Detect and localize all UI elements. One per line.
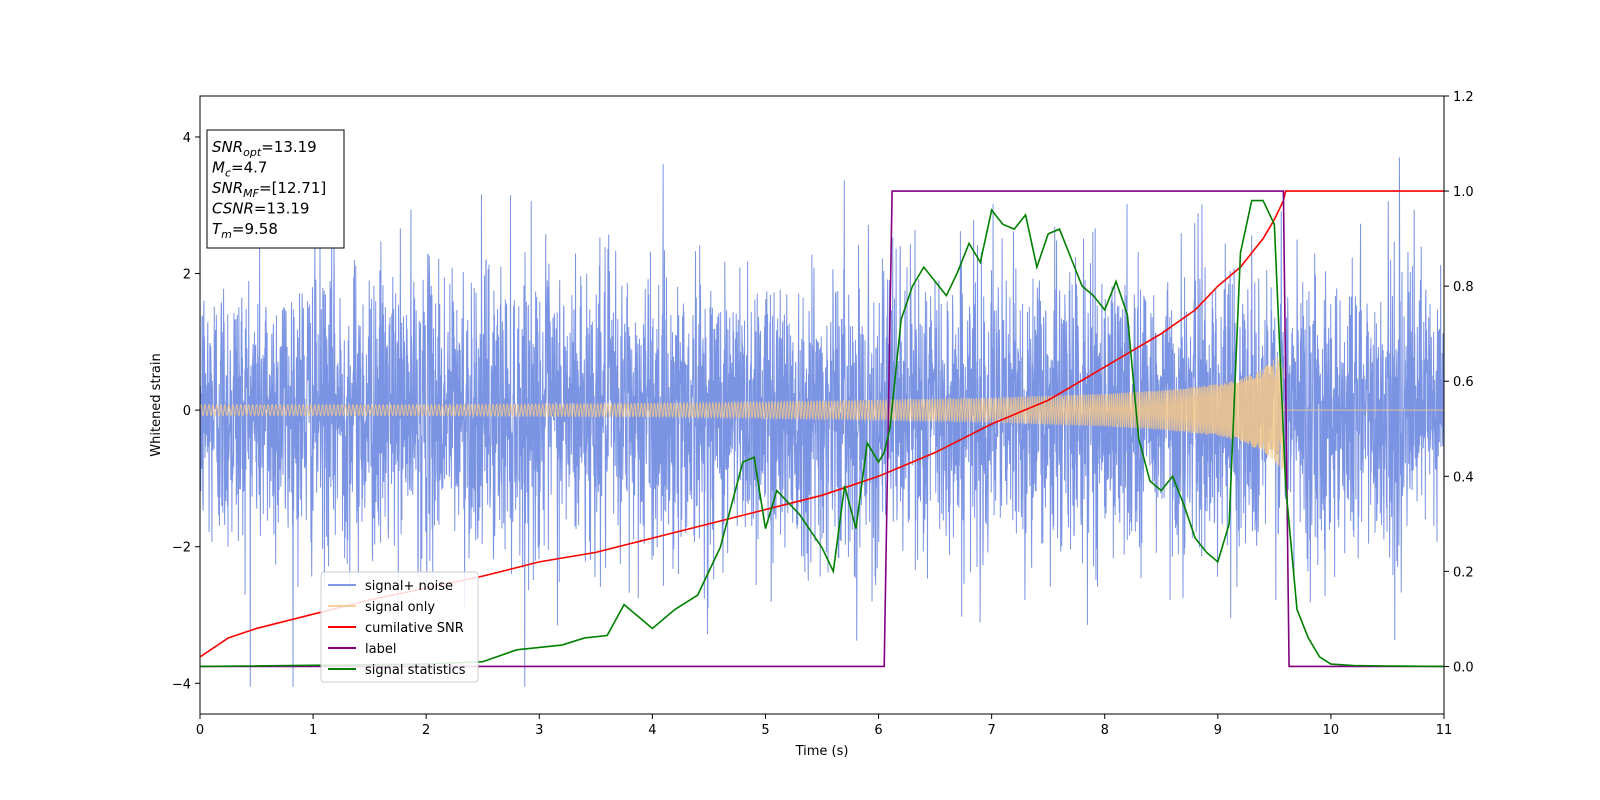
x-tick-label: 11 (1436, 723, 1453, 738)
legend-label-signal-statistics: signal statistics (365, 663, 466, 678)
x-axis: 0 1 2 3 4 5 6 7 8 9 10 11 (196, 714, 1452, 738)
info-subscript: c (225, 167, 231, 180)
info-symbol: SNR (212, 138, 243, 156)
info-box: SNRopt=13.19Mc=4.7SNRMF=[12.71]CSNR=13.1… (206, 129, 345, 249)
y-right-tick-label: 0.0 (1453, 660, 1474, 675)
y-right-tick-label: 0.8 (1453, 280, 1474, 295)
legend-label-signal-noise: signal+ noise (365, 579, 453, 594)
y-left-tick-label: 4 (183, 131, 191, 146)
y-left-tick-label: −4 (172, 677, 191, 692)
info-value: =13.19 (254, 200, 310, 218)
x-tick-label: 9 (1214, 723, 1222, 738)
series-signal-noise-line (200, 157, 1444, 687)
info-box-line: CSNR=13.19 (212, 200, 309, 218)
info-subscript: MF (243, 187, 259, 200)
legend-label-cumulative-snr: cumilative SNR (365, 621, 464, 636)
y-left-tick-label: 2 (183, 268, 191, 283)
x-tick-label: 6 (874, 723, 882, 738)
x-tick-label: 7 (987, 723, 995, 738)
y-right-tick-label: 0.6 (1453, 375, 1474, 390)
y-axis-right: 0.0 0.2 0.4 0.6 0.8 1.0 1.2 (1444, 90, 1474, 675)
info-value: =[12.71] (259, 179, 326, 197)
legend-frame (320, 571, 479, 683)
x-tick-label: 0 (196, 723, 204, 738)
series-signal-only-line (200, 356, 1444, 470)
y-left-tick-label: 0 (183, 404, 191, 419)
info-box-line: SNRMF=[12.71] (212, 179, 326, 200)
x-tick-label: 5 (761, 723, 769, 738)
info-box-line: Mc=4.7 (212, 159, 267, 180)
legend-label-signal-only: signal only (365, 600, 435, 615)
legend-label-label: label (365, 642, 396, 657)
y-right-tick-label: 0.2 (1453, 565, 1474, 580)
info-value: =13.19 (261, 138, 317, 156)
y-axis-left: −4 −2 0 2 4 (172, 131, 200, 692)
x-tick-label: 8 (1101, 723, 1109, 738)
info-symbol: T (212, 220, 223, 238)
info-value: =4.7 (231, 159, 267, 177)
y-right-tick-label: 1.0 (1453, 185, 1474, 200)
y-right-tick-label: 0.4 (1453, 470, 1474, 485)
plot-frame (199, 95, 1445, 715)
info-box-line: Tm=9.58 (212, 220, 278, 241)
info-symbol: SNR (212, 179, 243, 197)
series-signal-statistics-line (200, 199, 1444, 668)
info-value: =9.58 (232, 220, 278, 238)
info-box-frame (206, 129, 345, 249)
info-symbol: M (212, 159, 225, 177)
y-left-tick-label: −2 (172, 541, 191, 556)
legend: signal+ noise signal only cumilative SNR la… (320, 571, 479, 683)
info-box-line: SNRopt=13.19 (212, 138, 317, 159)
x-tick-label: 10 (1323, 723, 1340, 738)
x-tick-label: 2 (422, 723, 430, 738)
x-axis-label: Time (s) (795, 744, 849, 759)
info-symbol: CSNR (212, 200, 254, 218)
x-tick-label: 4 (648, 723, 656, 738)
info-subscript: m (221, 228, 232, 241)
y-axis-left-label: Whitened strain (149, 353, 164, 456)
x-tick-label: 3 (535, 723, 543, 738)
series-label-line (200, 190, 1444, 668)
info-subscript: opt (243, 146, 262, 159)
y-right-tick-label: 1.2 (1453, 90, 1474, 105)
x-tick-label: 1 (309, 723, 317, 738)
